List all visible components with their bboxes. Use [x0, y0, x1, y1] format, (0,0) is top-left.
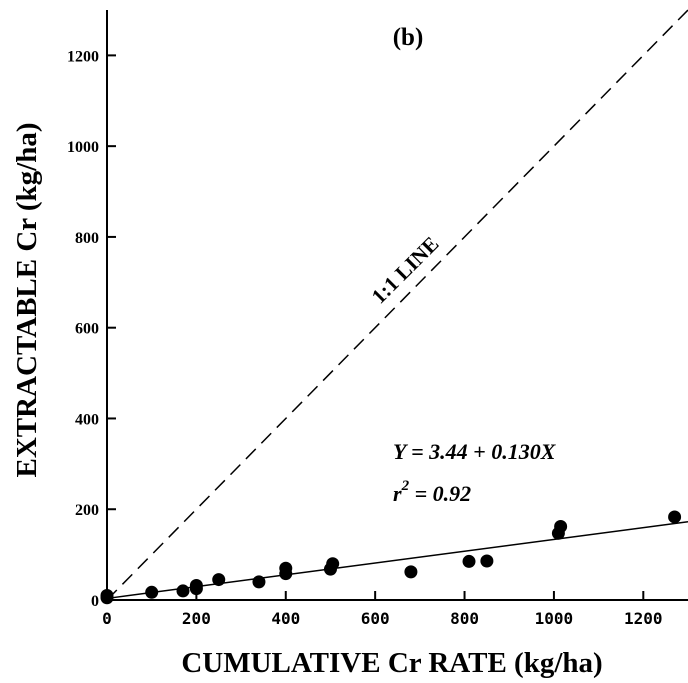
- data-point: [176, 584, 190, 598]
- x-axis-label: CUMULATIVE Cr RATE (kg/ha): [181, 647, 602, 679]
- r-squared: r2 = 0.92: [393, 478, 471, 506]
- data-point: [212, 573, 226, 587]
- panel-label: (b): [393, 24, 424, 51]
- r-squared-symbol: r: [393, 481, 402, 506]
- x-tick-label: 1200: [624, 609, 663, 628]
- regression-line: [106, 520, 688, 600]
- data-point: [145, 585, 159, 599]
- r-squared-value: = 0.92: [409, 481, 471, 506]
- x-tick-label: 200: [182, 609, 211, 628]
- one-to-one-dashed-line: [106, 9, 688, 601]
- x-tick-label: 1000: [535, 609, 574, 628]
- data-point: [279, 561, 293, 575]
- regression-equation: Y = 3.44 + 0.130X: [393, 439, 557, 464]
- y-tick-label: 800: [75, 230, 99, 247]
- r-squared-exponent: 2: [401, 478, 410, 494]
- x-tick-label: 800: [450, 609, 479, 628]
- data-point: [462, 554, 476, 568]
- y-tick-label: 0: [91, 593, 99, 610]
- y-axis-label: EXTRACTABLE Cr (kg/ha): [11, 122, 43, 477]
- data-point: [252, 575, 266, 589]
- y-tick-label: 1200: [67, 48, 99, 65]
- data-point: [189, 578, 203, 592]
- data-point: [668, 510, 682, 524]
- x-tick-label: 400: [271, 609, 300, 628]
- x-tick-label: 0: [102, 609, 112, 628]
- data-points: [100, 510, 682, 605]
- x-tick-label: 600: [361, 609, 390, 628]
- plot-area: [106, 10, 688, 601]
- data-point: [554, 519, 568, 533]
- y-tick-label: 400: [75, 411, 99, 428]
- data-point: [480, 554, 494, 568]
- one-to-one-line: [106, 9, 688, 601]
- regression-fit-line: [106, 520, 688, 600]
- y-tick-label: 1000: [67, 139, 99, 156]
- x-axis-ticks: 0 200 400 600 800 1000 1200: [102, 591, 663, 628]
- y-tick-label: 600: [75, 321, 99, 338]
- y-tick-label: 200: [75, 502, 99, 519]
- data-point: [326, 557, 340, 571]
- y-axis-ticks: 0 200 400 600 800 1000 1200: [67, 48, 116, 610]
- data-point: [404, 565, 418, 579]
